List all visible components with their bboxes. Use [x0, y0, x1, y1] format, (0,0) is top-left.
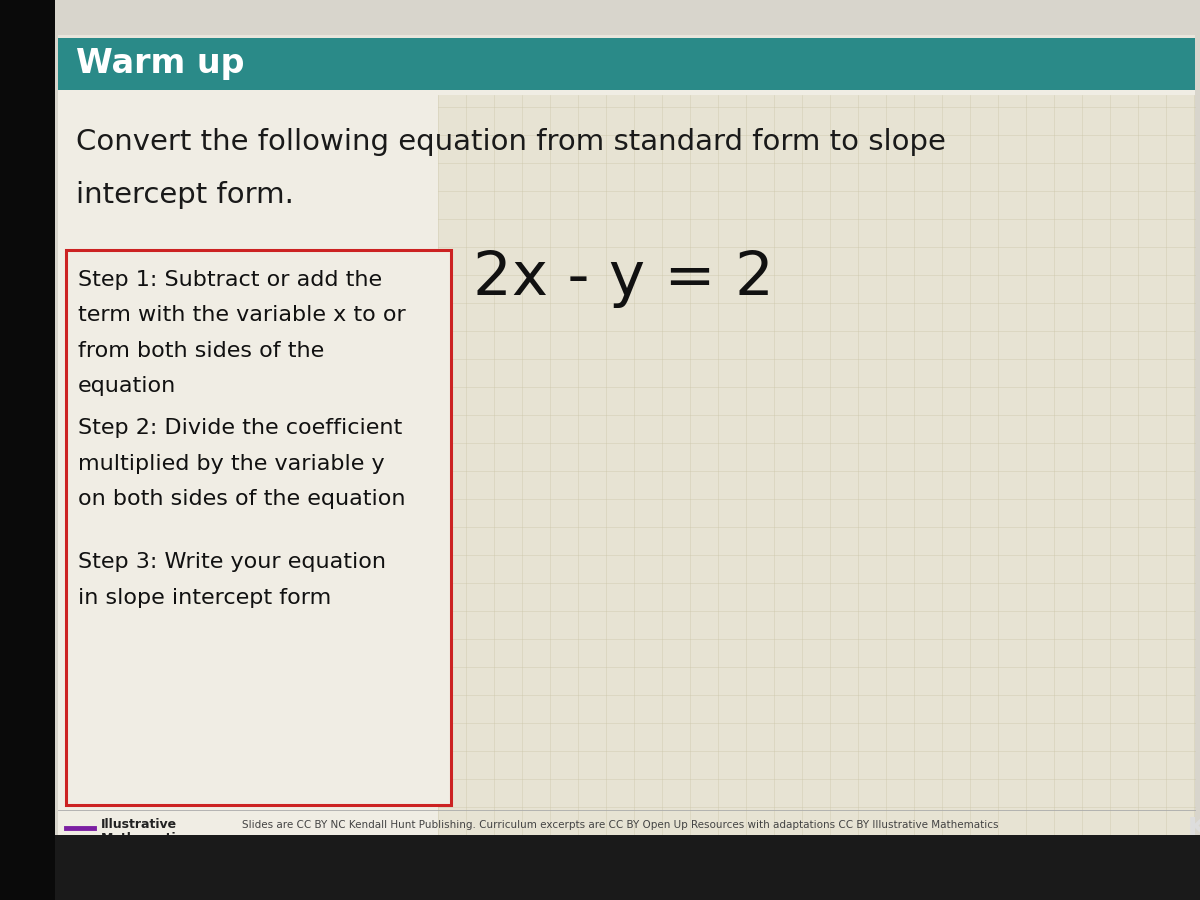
Text: Illustrative: Illustrative	[101, 818, 178, 832]
Text: Warm up: Warm up	[76, 48, 245, 80]
Bar	[66, 250, 451, 805]
Text: K: K	[1188, 816, 1200, 840]
Text: equation: equation	[78, 376, 176, 397]
Text: Step 3: Write your equation: Step 3: Write your equation	[78, 552, 386, 572]
Text: Step 1: Subtract or add the: Step 1: Subtract or add the	[78, 270, 382, 290]
Text: intercept form.: intercept form.	[76, 181, 294, 209]
Text: Mathematics: Mathematics	[101, 832, 191, 844]
Text: on both sides of the equation: on both sides of the equation	[78, 489, 406, 509]
Text: in slope intercept form: in slope intercept form	[78, 588, 331, 608]
Text: Convert the following equation from standard form to slope: Convert the following equation from stan…	[76, 128, 946, 156]
Text: Slides are CC BY NC Kendall Hunt Publishing. Curriculum excerpts are CC BY Open : Slides are CC BY NC Kendall Hunt Publish…	[241, 820, 998, 830]
Text: from both sides of the: from both sides of the	[78, 341, 324, 361]
Bar	[58, 38, 1195, 90]
Bar	[0, 835, 1200, 900]
Bar	[58, 35, 1195, 38]
Bar	[0, 0, 55, 900]
Bar	[58, 35, 1195, 835]
Text: Step 2: Divide the coefficient: Step 2: Divide the coefficient	[78, 418, 402, 438]
Text: term with the variable x to or: term with the variable x to or	[78, 305, 406, 326]
Bar	[438, 95, 1195, 835]
Text: multiplied by the variable y: multiplied by the variable y	[78, 454, 385, 473]
Text: 2x - y = 2: 2x - y = 2	[473, 248, 774, 308]
